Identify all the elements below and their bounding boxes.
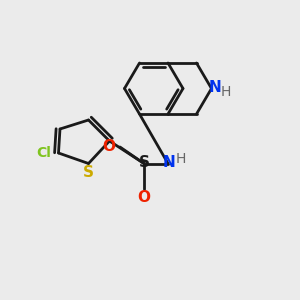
Text: O: O [102,139,115,154]
Text: H: H [221,85,231,99]
Text: H: H [176,152,186,166]
Text: Cl: Cl [37,146,52,160]
Text: N: N [163,155,175,170]
Text: O: O [137,190,151,205]
Text: S: S [83,165,94,180]
Text: N: N [208,80,221,95]
Text: S: S [139,155,149,170]
